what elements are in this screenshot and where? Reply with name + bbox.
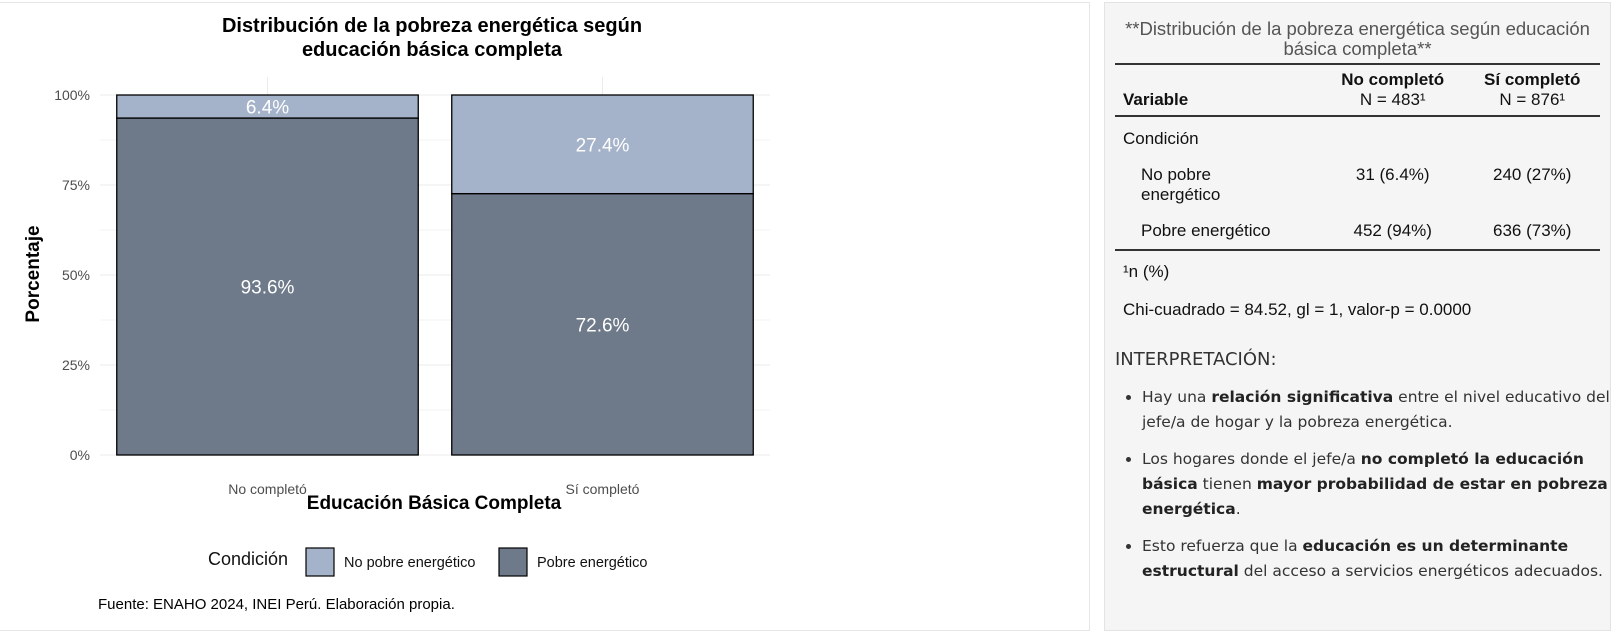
data-label: 93.6%: [241, 278, 295, 299]
bar-segment: [116, 117, 419, 456]
summary-table: Variable No completó N = 483¹ Sí complet…: [1115, 63, 1600, 251]
legend-swatch: [498, 547, 528, 577]
bar-segment: [451, 94, 754, 195]
legend-swatch: [305, 547, 335, 577]
group-label: Condición: [1123, 129, 1199, 148]
x-tick-label: Sí completó: [566, 481, 640, 497]
data-label: 6.4%: [246, 98, 289, 119]
header-col1-title: No completó: [1341, 70, 1445, 89]
table-footnote: ¹n (%): [1123, 262, 1170, 281]
interpretation-item: Esto refuerza que la educación es un det…: [1142, 534, 1611, 584]
row-label: No pobre energético: [1141, 165, 1221, 204]
table-row: Pobre energético 452 (94%) 636 (73%): [1115, 213, 1600, 250]
source-note: Fuente: ENAHO 2024, INEI Perú. Elaboraci…: [98, 596, 455, 613]
y-tick-label: 25%: [62, 357, 90, 373]
header-si-completo: Sí completó N = 876¹: [1464, 64, 1600, 116]
table-row: No pobre energético 31 (6.4%) 240 (27%): [1115, 157, 1600, 213]
header-no-completo: No completó N = 483¹: [1321, 64, 1464, 116]
bar-segment: [451, 192, 754, 456]
interpretation-title: INTERPRETACIÓN:: [1115, 349, 1277, 370]
table-header-row: Variable No completó N = 483¹ Sí complet…: [1115, 64, 1600, 116]
chart-panel: Distribución de la pobreza energética se…: [0, 2, 1090, 631]
bar-segment: [116, 94, 419, 119]
interpretation-list: Hay una relación significativa entre el …: [1115, 385, 1611, 596]
header-variable: Variable: [1123, 90, 1189, 109]
y-axis-label: Porcentaje: [23, 225, 44, 322]
legend-title: Condición: [208, 549, 288, 569]
table-caption: **Distribución de la pobreza energética …: [1125, 18, 1590, 59]
x-axis-label: Educación Básica Completa: [307, 493, 562, 514]
legend-label: Pobre energético: [537, 555, 647, 571]
row-label: Pobre energético: [1141, 221, 1271, 240]
stacked-bar-chart: Distribución de la pobreza energética se…: [23, 15, 770, 577]
header-col1-n: N = 483¹: [1359, 90, 1426, 109]
row-value-col1: 31 (6.4%): [1355, 165, 1430, 184]
y-tick-label: 100%: [54, 87, 90, 103]
row-value-col2: 636 (73%): [1493, 221, 1572, 240]
chart-title-line2: educación básica completa: [302, 39, 563, 61]
interpretation-item: Los hogares donde el jefe/a no completó …: [1142, 447, 1611, 522]
y-tick-label: 75%: [62, 177, 90, 193]
x-tick-label: No completó: [228, 481, 307, 497]
table-group-row: Condición: [1115, 116, 1600, 157]
data-label: 27.4%: [576, 135, 630, 156]
interpretation-item: Hay una relación significativa entre el …: [1142, 385, 1611, 435]
header-col2-title: Sí completó: [1484, 70, 1581, 89]
data-label: 72.6%: [576, 315, 630, 336]
header-col2-n: N = 876¹: [1499, 90, 1566, 109]
chart-title-line1: Distribución de la pobreza energética se…: [222, 15, 642, 37]
row-value-col2: 240 (27%): [1493, 165, 1572, 184]
legend-label: No pobre energético: [344, 555, 475, 571]
y-tick-label: 0%: [70, 447, 90, 463]
row-value-col1: 452 (94%): [1353, 221, 1432, 240]
summary-panel: **Distribución de la pobreza energética …: [1104, 2, 1611, 631]
chi-square-result: Chi-cuadrado = 84.52, gl = 1, valor-p = …: [1123, 300, 1472, 319]
y-tick-label: 50%: [62, 267, 90, 283]
